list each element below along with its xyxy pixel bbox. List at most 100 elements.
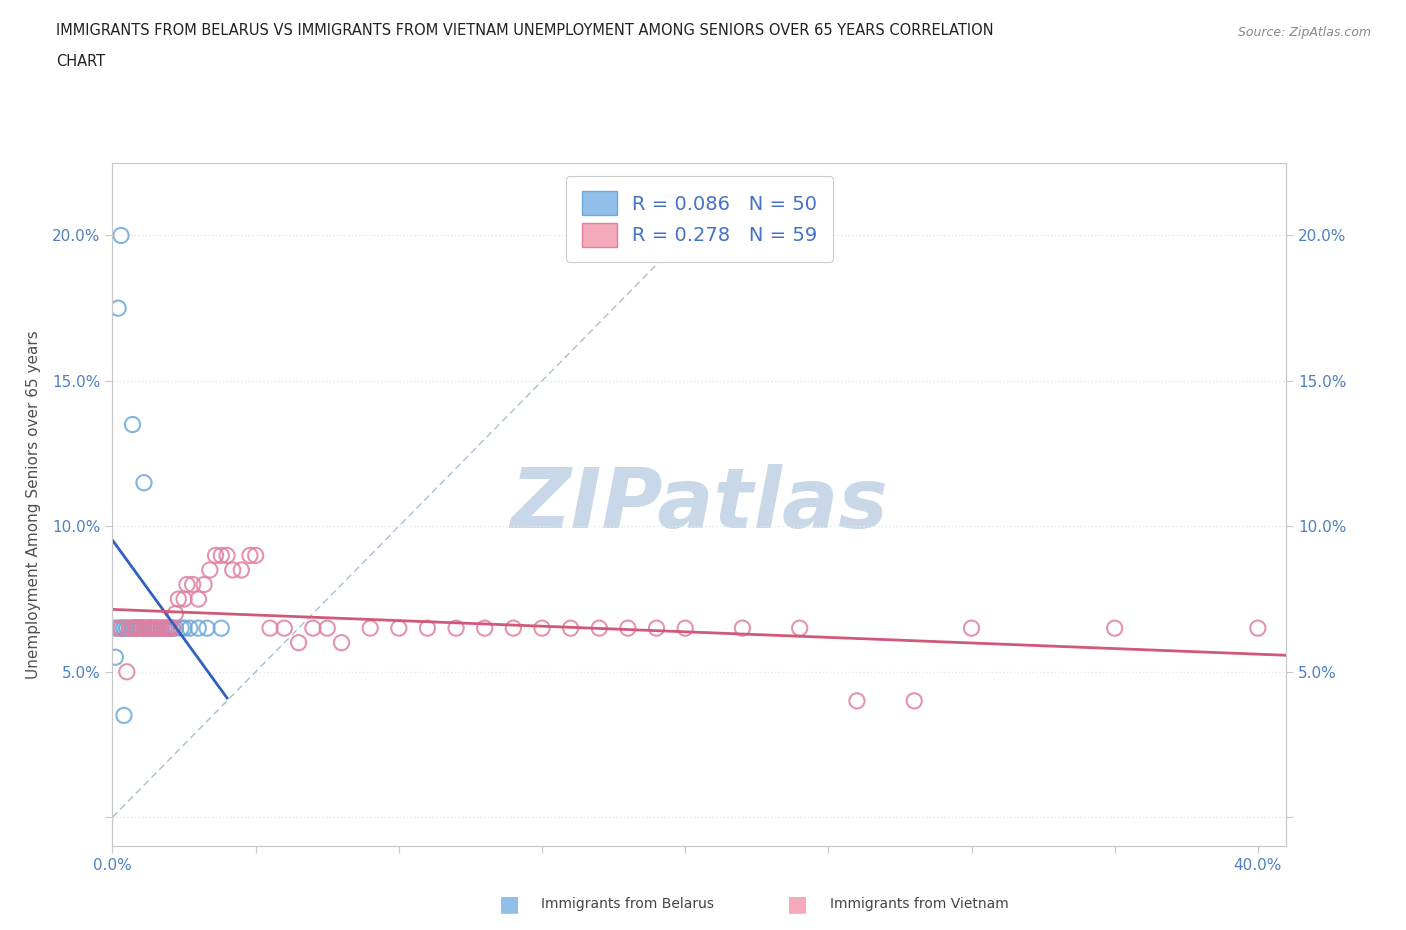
Point <box>176 578 198 592</box>
Point <box>156 620 179 635</box>
Point <box>846 694 869 709</box>
Point <box>645 620 668 635</box>
Point <box>142 620 165 635</box>
Point <box>673 620 696 635</box>
Point <box>198 563 221 578</box>
Point <box>129 620 152 635</box>
Point <box>110 620 132 635</box>
Point <box>231 563 253 578</box>
Point <box>444 620 467 635</box>
Point <box>187 620 209 635</box>
Text: Immigrants from Belarus: Immigrants from Belarus <box>541 897 714 911</box>
Point <box>789 620 811 635</box>
Point <box>209 620 232 635</box>
Point <box>359 620 381 635</box>
Point <box>731 620 754 635</box>
Point <box>187 591 209 606</box>
Point <box>167 591 190 606</box>
Point <box>617 620 640 635</box>
Point <box>127 620 149 635</box>
Point <box>222 563 245 578</box>
Text: ZIPatlas: ZIPatlas <box>510 464 889 545</box>
Point <box>173 591 195 606</box>
Point <box>159 620 181 635</box>
Point <box>138 620 160 635</box>
Point <box>124 620 146 635</box>
Point <box>193 578 215 592</box>
Point <box>145 620 167 635</box>
Point <box>960 620 983 635</box>
Text: CHART: CHART <box>56 54 105 69</box>
Point <box>112 620 135 635</box>
Text: ■: ■ <box>787 894 808 914</box>
Point <box>129 620 152 635</box>
Point <box>316 620 339 635</box>
Point <box>112 620 135 635</box>
Point <box>135 620 157 635</box>
Point <box>115 664 138 679</box>
Point <box>239 548 262 563</box>
Point <box>135 620 157 635</box>
Point <box>132 620 155 635</box>
Point <box>118 97 141 112</box>
Point <box>121 620 143 635</box>
Point <box>148 620 170 635</box>
Point <box>159 620 181 635</box>
Point <box>1247 620 1270 635</box>
Point <box>138 620 160 635</box>
Y-axis label: Unemployment Among Seniors over 65 years: Unemployment Among Seniors over 65 years <box>27 330 41 679</box>
Point <box>115 620 138 635</box>
Point <box>132 620 155 635</box>
Point <box>416 620 439 635</box>
Point <box>162 620 184 635</box>
Point <box>170 620 193 635</box>
Point <box>388 620 411 635</box>
Point <box>118 97 141 112</box>
Point <box>145 620 167 635</box>
Point <box>330 635 353 650</box>
Point <box>104 650 127 665</box>
Point <box>259 620 281 635</box>
Point <box>150 620 173 635</box>
Point <box>107 620 129 635</box>
Point <box>903 694 925 709</box>
Point <box>145 620 167 635</box>
Point <box>148 620 170 635</box>
Point <box>153 620 176 635</box>
Point <box>560 620 582 635</box>
Point <box>181 578 204 592</box>
Text: Immigrants from Vietnam: Immigrants from Vietnam <box>830 897 1008 911</box>
Point <box>530 620 553 635</box>
Point <box>129 620 152 635</box>
Point <box>1104 620 1126 635</box>
Legend: R = 0.086   N = 50, R = 0.278   N = 59: R = 0.086 N = 50, R = 0.278 N = 59 <box>567 176 832 262</box>
Point <box>124 620 146 635</box>
Point <box>165 620 187 635</box>
Point <box>110 620 132 635</box>
Point <box>588 620 610 635</box>
Point <box>150 620 173 635</box>
Point <box>173 620 195 635</box>
Point <box>502 620 524 635</box>
Point <box>142 620 165 635</box>
Point <box>132 475 155 490</box>
Point <box>209 548 232 563</box>
Point <box>124 620 146 635</box>
Point <box>115 620 138 635</box>
Point <box>302 620 325 635</box>
Point <box>118 620 141 635</box>
Text: IMMIGRANTS FROM BELARUS VS IMMIGRANTS FROM VIETNAM UNEMPLOYMENT AMONG SENIORS OV: IMMIGRANTS FROM BELARUS VS IMMIGRANTS FR… <box>56 23 994 38</box>
Point <box>127 620 149 635</box>
Point <box>138 620 160 635</box>
Point <box>474 620 496 635</box>
Point <box>107 300 129 315</box>
Point <box>179 620 201 635</box>
Point <box>215 548 238 563</box>
Point <box>110 228 132 243</box>
Point <box>127 620 149 635</box>
Point <box>127 620 149 635</box>
Point <box>118 620 141 635</box>
Point <box>121 417 143 432</box>
Point <box>104 620 127 635</box>
Point <box>204 548 226 563</box>
